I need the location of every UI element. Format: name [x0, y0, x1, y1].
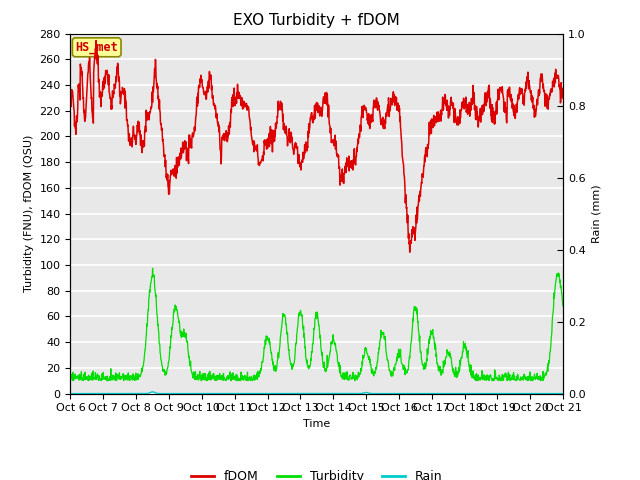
- Y-axis label: Turbidity (FNU), fDOM (QSU): Turbidity (FNU), fDOM (QSU): [24, 135, 34, 292]
- Title: EXO Turbidity + fDOM: EXO Turbidity + fDOM: [234, 13, 400, 28]
- Y-axis label: Rain (mm): Rain (mm): [591, 184, 602, 243]
- X-axis label: Time: Time: [303, 419, 330, 429]
- Text: HS_met: HS_met: [76, 41, 118, 54]
- Legend: fDOM, Turbidity, Rain: fDOM, Turbidity, Rain: [186, 465, 447, 480]
